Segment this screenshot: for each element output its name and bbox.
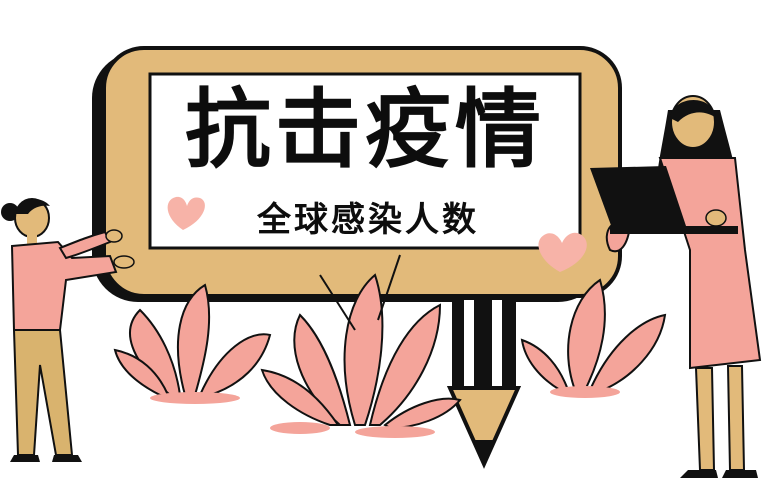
leaf-plant-icon <box>260 254 462 438</box>
laptop-icon <box>590 166 738 234</box>
woman-figure-right <box>656 95 762 478</box>
leaf-plant-icon <box>113 283 272 404</box>
pencil-icon <box>446 300 522 469</box>
woman-figure-left <box>1 198 135 462</box>
heart-icon <box>538 232 587 272</box>
heart-icon <box>167 196 205 230</box>
board-panel <box>148 72 582 250</box>
